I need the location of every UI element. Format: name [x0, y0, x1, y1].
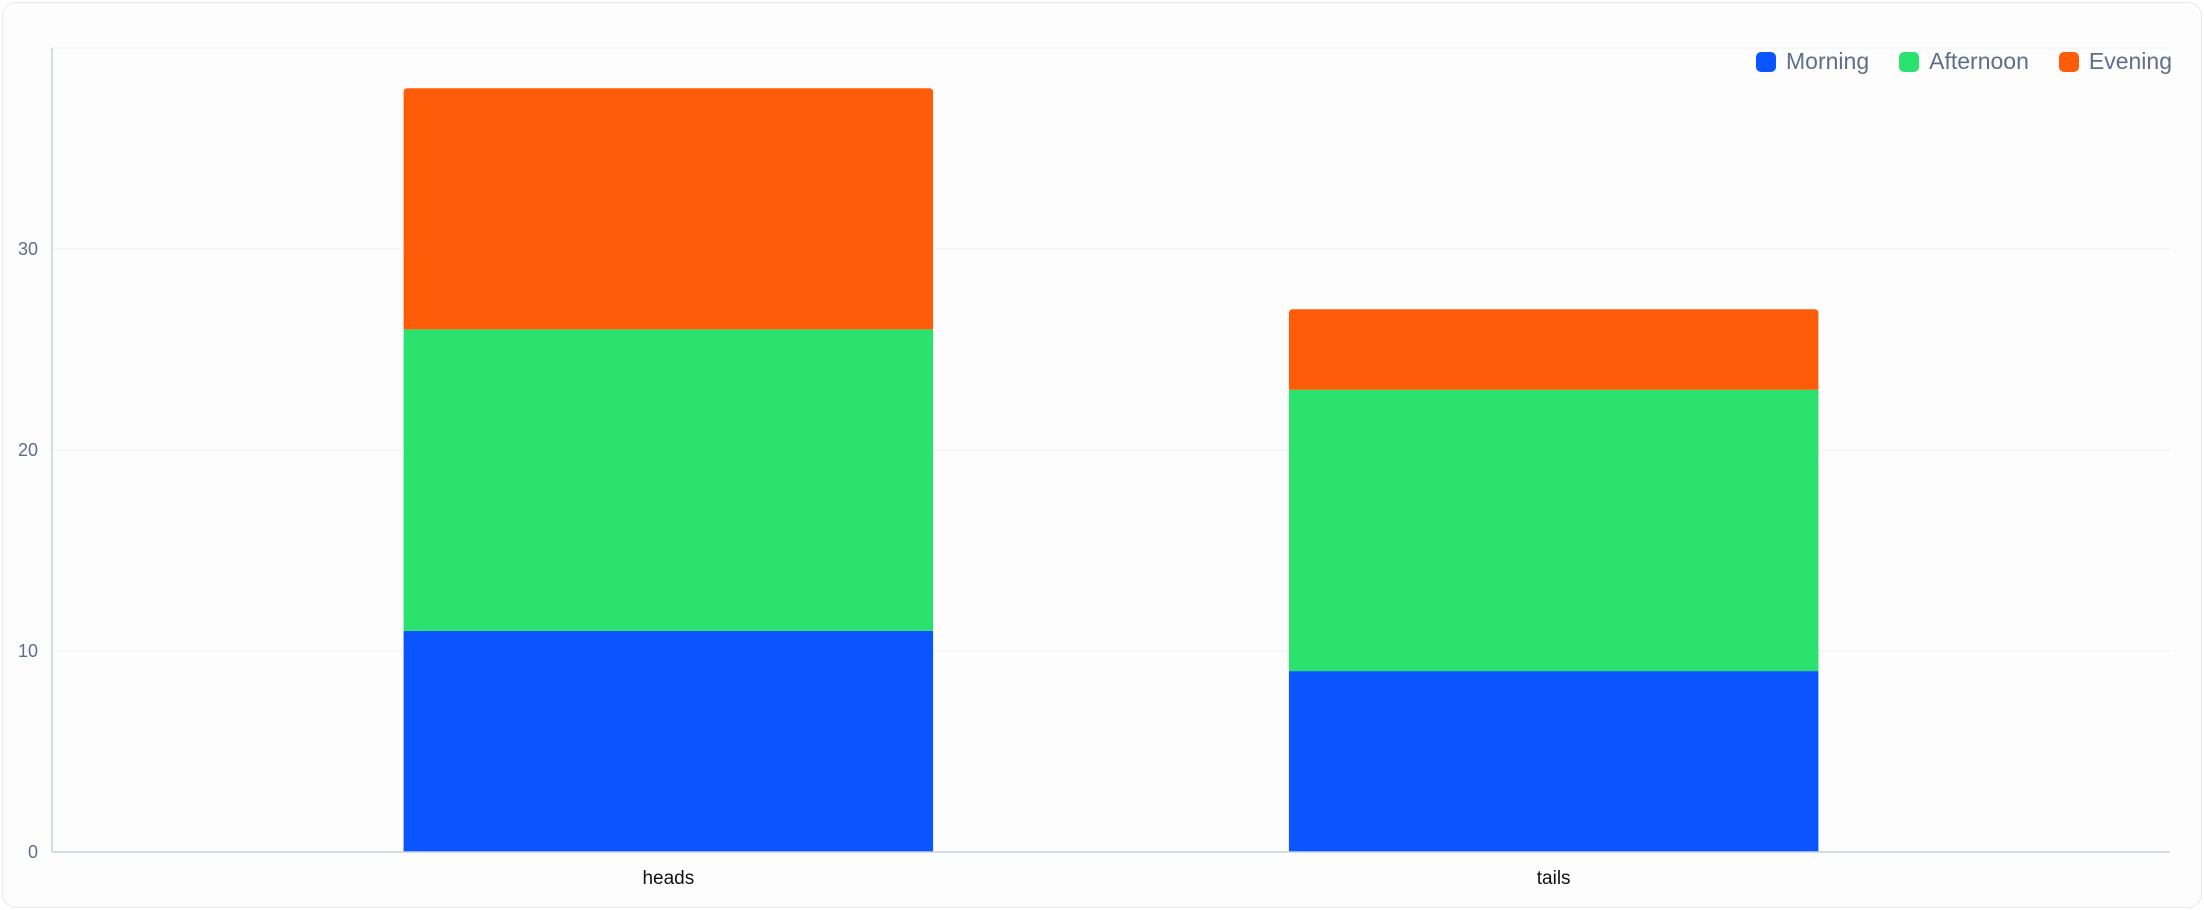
legend-swatch: [1899, 51, 1920, 72]
legend-item-evening[interactable]: Evening: [2058, 48, 2172, 75]
bar-evening-tails: [1288, 309, 1819, 390]
y-tick-label: 10: [18, 641, 38, 661]
bar-afternoon-heads: [403, 329, 934, 631]
legend-label: Afternoon: [1929, 48, 2029, 74]
legend-swatch: [2058, 51, 2079, 72]
bar-evening-heads: [403, 88, 934, 330]
x-tick-label: heads: [642, 868, 694, 889]
legend-label: Evening: [2088, 48, 2172, 74]
y-tick-label: 30: [18, 239, 38, 259]
bar-afternoon-tails: [1288, 389, 1819, 672]
legend-item-morning[interactable]: Morning: [1756, 48, 1869, 75]
y-tick-label: 20: [18, 440, 38, 460]
legend: Morning Afternoon Evening: [1756, 48, 2172, 75]
bar-morning-heads: [403, 630, 934, 852]
bar-morning-tails: [1288, 671, 1819, 852]
y-tick-label: 0: [28, 842, 38, 862]
legend-label: Morning: [1786, 48, 1870, 74]
x-tick-label: tails: [1537, 868, 1571, 889]
legend-item-afternoon[interactable]: Afternoon: [1899, 48, 2029, 75]
legend-swatch: [1756, 51, 1777, 72]
